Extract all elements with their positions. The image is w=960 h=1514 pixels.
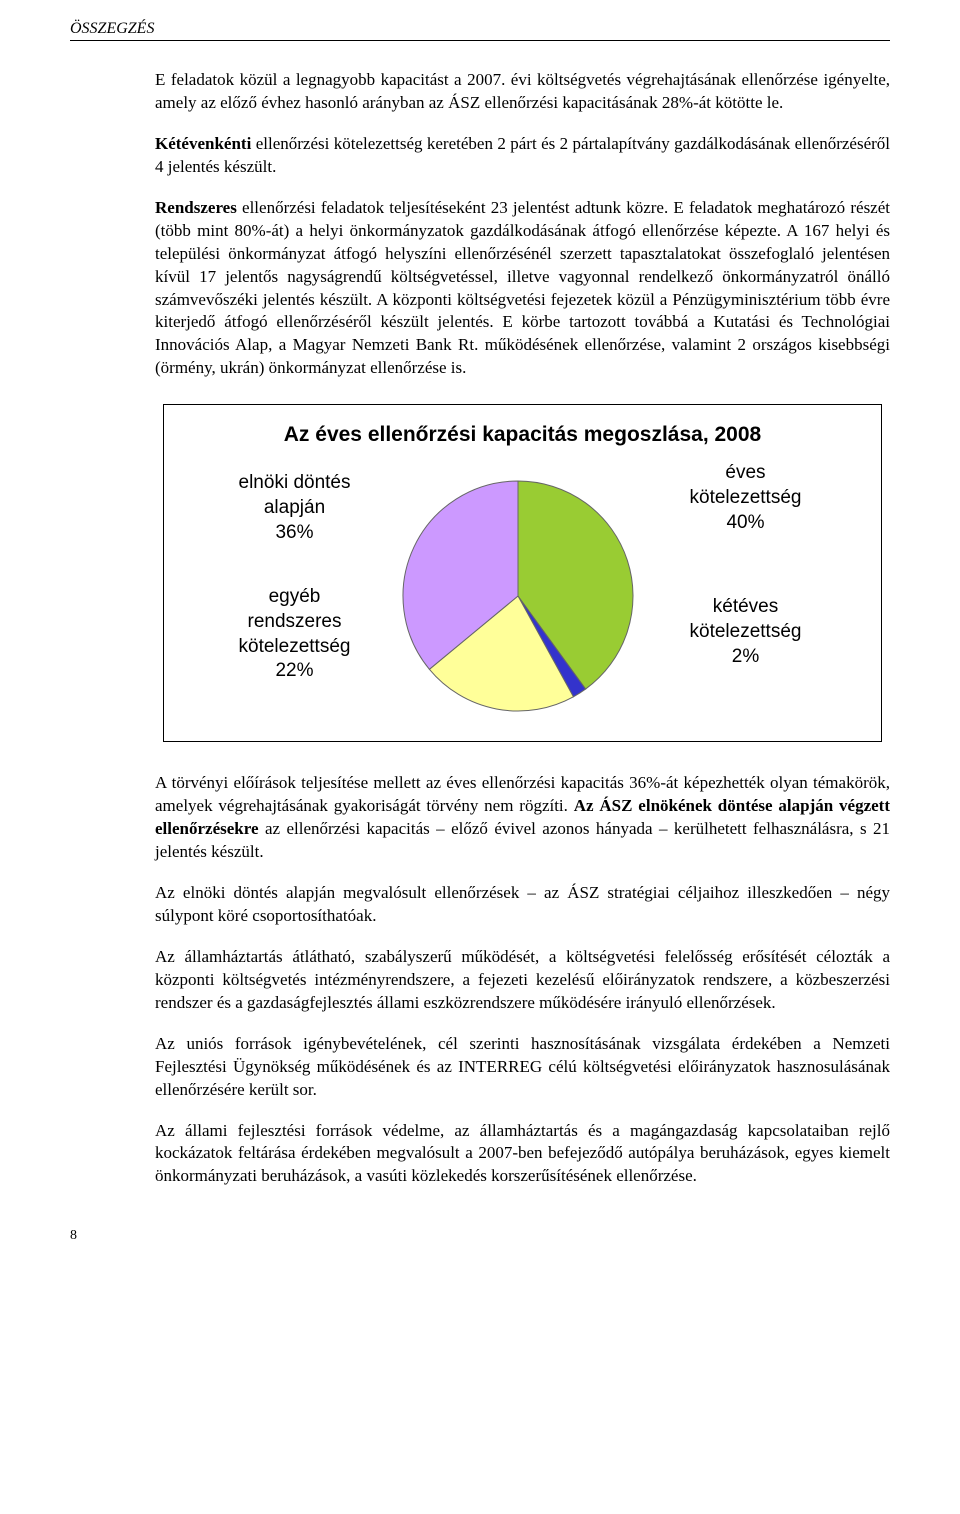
chart-label-line: kötelezettség bbox=[661, 486, 831, 511]
paragraph-5: Az elnöki döntés alapján megvalósult ell… bbox=[155, 882, 890, 928]
chart-label-line: 2% bbox=[661, 645, 831, 670]
chart-label-egyeb: egyéb rendszeres kötelezettség 22% bbox=[215, 585, 375, 684]
paragraph-8: Az állami fejlesztési források védelme, … bbox=[155, 1120, 890, 1189]
chart-label-line: elnöki döntés bbox=[215, 471, 375, 496]
chart-title: Az éves ellenőrzési kapacitás megoszlása… bbox=[174, 423, 871, 447]
chart-label-line: 22% bbox=[215, 659, 375, 684]
paragraph-3-rest: ellenőrzési feladatok teljesítéseként 23… bbox=[155, 198, 890, 378]
page-header: ÖSSZEGZÉS bbox=[70, 20, 890, 41]
paragraph-2-bold: Kétévenkénti bbox=[155, 134, 251, 153]
paragraph-6: Az államháztartás átlátható, szabályszer… bbox=[155, 946, 890, 1015]
paragraph-1: E feladatok közül a legnagyobb kapacitás… bbox=[155, 69, 890, 115]
chart-label-line: rendszeres bbox=[215, 610, 375, 635]
paragraph-2: Kétévenkénti ellenőrzési kötelezettség k… bbox=[155, 133, 890, 179]
chart-label-elnoki: elnöki döntés alapján 36% bbox=[215, 471, 375, 545]
paragraph-4-b: az ellenőrzési kapacitás – előző évivel … bbox=[155, 819, 890, 861]
paragraph-4: A törvényi előírások teljesítése mellett… bbox=[155, 772, 890, 864]
chart-label-line: kétéves bbox=[661, 595, 831, 620]
chart-label-line: alapján bbox=[215, 496, 375, 521]
chart-label-line: 40% bbox=[661, 511, 831, 536]
paragraph-3: Rendszeres ellenőrzési feladatok teljesí… bbox=[155, 197, 890, 381]
chart-label-line: egyéb bbox=[215, 585, 375, 610]
chart-label-line: kötelezettség bbox=[661, 620, 831, 645]
paragraph-3-bold: Rendszeres bbox=[155, 198, 237, 217]
pie-chart bbox=[383, 461, 653, 731]
chart-label-eves: éves kötelezettség 40% bbox=[661, 461, 831, 535]
pie-chart-box: Az éves ellenőrzési kapacitás megoszlása… bbox=[163, 404, 882, 742]
chart-label-line: kötelezettség bbox=[215, 635, 375, 660]
chart-label-line: éves bbox=[661, 461, 831, 486]
chart-label-line: 36% bbox=[215, 521, 375, 546]
paragraph-7: Az uniós források igénybevételének, cél … bbox=[155, 1033, 890, 1102]
chart-label-keteves: kétéves kötelezettség 2% bbox=[661, 595, 831, 669]
paragraph-2-rest: ellenőrzési kötelezettség keretében 2 pá… bbox=[155, 134, 890, 176]
page-number: 8 bbox=[70, 1228, 890, 1244]
